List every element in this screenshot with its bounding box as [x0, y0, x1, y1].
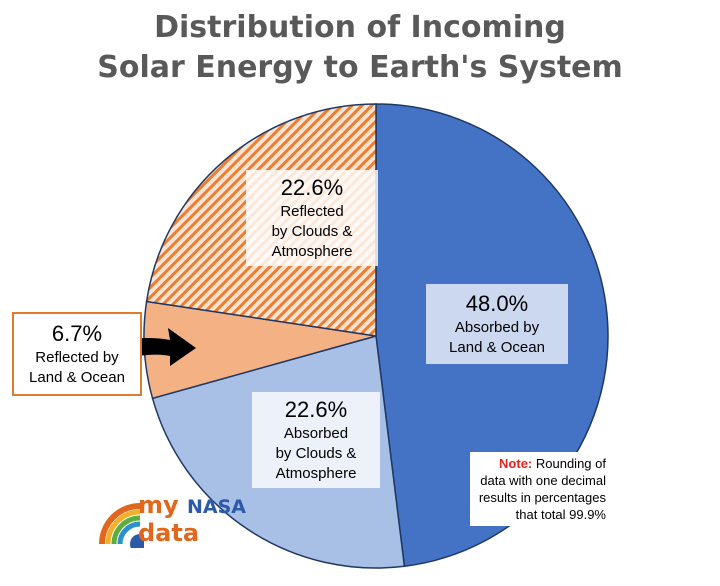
- my-nasa-data-logo: my NASA data: [98, 488, 246, 550]
- logo-word-nasa: NASA: [187, 496, 247, 518]
- logo-earth-icon: [99, 503, 144, 548]
- slice-desc-line: Land & Ocean: [29, 369, 125, 386]
- slice-desc-line: Absorbed: [283, 425, 349, 442]
- slice-desc-line: Land & Ocean: [449, 339, 545, 356]
- slice-desc-line: Atmosphere: [271, 243, 353, 260]
- callout-reflected-by-land: 6.7% Reflected by Land & Ocean: [12, 312, 142, 396]
- note-text: Rounding of data with one decimal result…: [478, 456, 606, 522]
- arrow-icon: [120, 328, 196, 366]
- logo-wordmark: my NASA data: [138, 492, 246, 546]
- slice-percent: 22.6%: [284, 397, 348, 422]
- slice-percent: 6.7%: [51, 321, 103, 346]
- chart-title-line-2: Solar Energy to Earth's System: [97, 50, 623, 85]
- slice-label-absorbed-by-land: 48.0% Absorbed by Land & Ocean: [426, 284, 568, 364]
- slice-desc-line: Reflected: [280, 203, 344, 220]
- slice-desc-line: Atmosphere: [275, 465, 357, 482]
- slice-desc-line: Reflected by: [35, 349, 119, 366]
- slice-label-absorbed-by-clouds: 22.6% Absorbed by Clouds & Atmosphere: [252, 392, 380, 488]
- chart-title-line-1: Distribution of Incoming: [154, 10, 566, 45]
- note-label: Note:: [499, 456, 533, 471]
- slice-percent: 48.0%: [465, 291, 529, 316]
- note-annotation: Note: Rounding of data with one decimal …: [470, 452, 610, 526]
- logo-word-my: my: [138, 491, 188, 519]
- slice-desc-line: by Clouds &: [275, 445, 357, 462]
- slice-desc-line: by Clouds &: [271, 223, 353, 240]
- chart-title: Distribution of Incoming Solar Energy to…: [0, 8, 720, 88]
- slice-percent: 22.6%: [280, 175, 344, 200]
- logo-word-data: data: [138, 519, 200, 547]
- slice-desc-line: Absorbed by: [454, 319, 540, 336]
- slice-label-reflected-by-clouds: 22.6% Reflected by Clouds & Atmosphere: [246, 170, 378, 266]
